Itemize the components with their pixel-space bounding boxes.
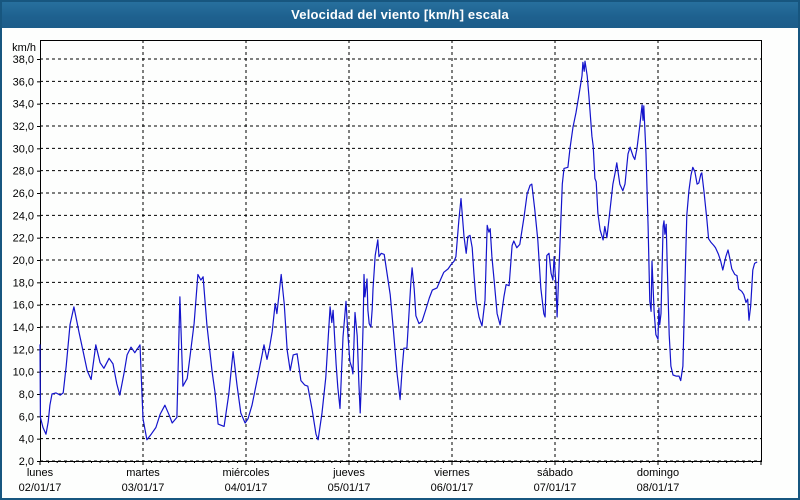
- y-axis-tick-label: 32,0: [13, 121, 34, 133]
- chart-area: 38,0 36,0 34,0 32,0 30,0 28,0 26,0 24,0 22,0 20,0…: [2, 28, 798, 498]
- y-axis-tick-label: 8,0: [19, 389, 34, 401]
- x-axis-day-label: lunes: [27, 467, 54, 479]
- x-axis-date-label: 05/01/17: [328, 482, 371, 494]
- y-axis-tick-label: 14,0: [13, 322, 34, 334]
- y-axis-tick-label: 34,0: [13, 99, 34, 111]
- wind-speed-chart: 38,0 36,0 34,0 32,0 30,0 28,0 26,0 24,0 22,0 20,0…: [12, 40, 762, 494]
- y-axis-tick-label: 38,0: [13, 54, 34, 66]
- y-axis-tick-label: 12,0: [13, 344, 34, 356]
- x-axis-date-label: 06/01/17: [431, 482, 474, 494]
- x-axis-date-label: 08/01/17: [637, 482, 680, 494]
- x-axis-day-label: sábado: [537, 467, 573, 479]
- y-axis-tick-label: 2,0: [19, 456, 34, 468]
- y-axis-tick-label: 24,0: [13, 210, 34, 222]
- x-axis-date-label: 03/01/17: [122, 482, 165, 494]
- y-axis-tick-label: 18,0: [13, 277, 34, 289]
- y-axis-tick-label: 26,0: [13, 188, 34, 200]
- y-axis-tick-label: 28,0: [13, 166, 34, 178]
- window-titlebar: Velocidad del viento [km/h] escala: [2, 2, 798, 28]
- x-axis-date-label: 02/01/17: [19, 482, 62, 494]
- y-axis-tick-label: 16,0: [13, 300, 34, 312]
- x-axis-date-label: 04/01/17: [225, 482, 268, 494]
- x-axis-day-label: jueves: [332, 467, 365, 479]
- y-axis-tick-label: 30,0: [13, 143, 34, 155]
- window-title: Velocidad del viento [km/h] escala: [291, 7, 509, 22]
- y-axis-tick-label: 36,0: [13, 76, 34, 88]
- y-axis-tick-label: 6,0: [19, 411, 34, 423]
- y-axis-tick-label: 20,0: [13, 255, 34, 267]
- wind-speed-line: [39, 60, 758, 441]
- x-axis-day-label: miércoles: [222, 467, 270, 479]
- x-axis-day-label: viernes: [434, 467, 470, 479]
- y-axis-tick-label: 10,0: [13, 367, 34, 379]
- x-axis-day-label: martes: [126, 467, 160, 479]
- y-axis-tick-label: 4,0: [19, 434, 34, 446]
- x-axis-date-label: 07/01/17: [534, 482, 577, 494]
- y-axis-tick-label: 22,0: [13, 233, 34, 245]
- y-axis-unit-label: km/h: [12, 42, 36, 54]
- x-axis-day-label: domingo: [637, 467, 679, 479]
